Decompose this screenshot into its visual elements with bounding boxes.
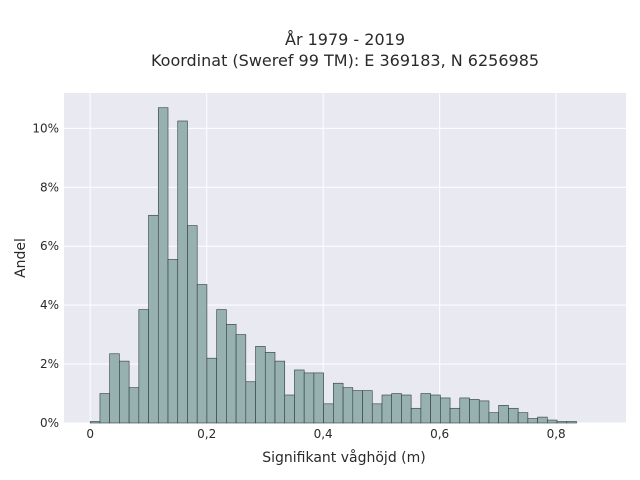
histogram-bar <box>391 393 402 424</box>
histogram-bar <box>323 403 334 424</box>
histogram-bar <box>381 394 393 424</box>
histogram-bar <box>527 418 538 424</box>
histogram-bar <box>284 394 295 424</box>
histogram-bar <box>342 387 354 424</box>
histogram-bar <box>216 309 227 424</box>
histogram-bar <box>459 397 470 424</box>
histogram-bar <box>352 390 363 424</box>
histogram-bar <box>333 382 344 424</box>
histogram-bar <box>478 400 490 424</box>
histogram-bar <box>109 353 120 424</box>
histogram-bar <box>440 397 451 424</box>
histogram-bar <box>537 416 548 424</box>
histogram-bar <box>157 107 169 424</box>
histogram-bar <box>517 412 529 424</box>
histogram-bar <box>128 387 140 424</box>
histogram-bar <box>371 403 383 424</box>
histogram-bar <box>177 120 188 424</box>
histogram-bar <box>556 421 568 424</box>
histogram-bar <box>508 407 519 424</box>
y-axis-label: Andel <box>13 238 29 278</box>
histogram-bar <box>362 390 373 424</box>
histogram-bar <box>547 419 558 424</box>
histogram-bar <box>430 394 441 424</box>
histogram-bar <box>138 309 149 424</box>
y-tick-label: 6% <box>40 239 59 253</box>
histogram-bar <box>245 381 256 424</box>
histogram-bar <box>99 393 110 424</box>
histogram-bar <box>187 225 198 424</box>
histogram-bar <box>498 405 509 424</box>
x-axis: 0 0,2 0,4 0,6 0,8 <box>86 427 565 441</box>
y-tick-label: 4% <box>40 298 59 312</box>
histogram-bar <box>303 372 315 424</box>
chart-title-line1: År 1979 - 2019 <box>285 30 405 49</box>
x-tick-label: 0,4 <box>314 427 333 441</box>
histogram-bar <box>294 369 305 424</box>
y-tick-label: 8% <box>40 180 59 194</box>
histogram-bar <box>420 393 431 424</box>
histogram-bar <box>196 284 208 424</box>
histogram-bar <box>566 421 577 424</box>
y-tick-label: 10% <box>32 121 59 135</box>
histogram-bar <box>255 346 266 424</box>
x-tick-label: 0 <box>86 427 94 441</box>
histogram-bar <box>89 421 101 424</box>
histogram-bar <box>226 323 237 424</box>
y-tick-label: 2% <box>40 357 59 371</box>
histogram-bar <box>401 394 412 424</box>
histogram-bar <box>235 334 247 424</box>
histogram-bar <box>274 360 286 424</box>
histogram-bar <box>167 259 179 424</box>
histogram-bar <box>206 357 217 424</box>
chart-title-line2: Koordinat (Sweref 99 TM): E 369183, N 62… <box>151 51 539 70</box>
y-tick-label: 0% <box>40 416 59 430</box>
x-tick-label: 0,2 <box>197 427 216 441</box>
histogram-bar <box>148 214 159 424</box>
x-tick-label: 0,8 <box>547 427 566 441</box>
histogram-bar <box>313 372 324 424</box>
x-axis-label: Signifikant våghöjd (m) <box>262 449 425 466</box>
bars <box>89 107 577 424</box>
histogram-bar <box>449 407 461 424</box>
histogram-bar <box>264 351 276 424</box>
histogram-bar <box>469 399 480 424</box>
x-tick-label: 0,6 <box>430 427 449 441</box>
y-axis: 0% 2% 4% 6% 8% 10% <box>32 121 59 430</box>
histogram-bar <box>119 360 130 424</box>
histogram-bar <box>410 407 422 424</box>
histogram-bar <box>488 412 499 424</box>
